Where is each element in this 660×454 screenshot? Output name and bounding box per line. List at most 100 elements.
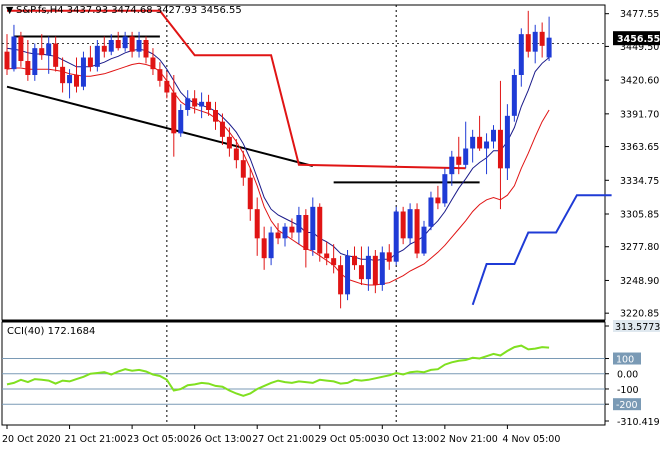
time-tick-label: 30 Oct 13:00 bbox=[377, 434, 439, 445]
candle-bearish bbox=[456, 156, 462, 165]
candle-bullish bbox=[199, 101, 205, 107]
price-tick-label: 3334.75 bbox=[620, 176, 659, 187]
candle-bearish bbox=[303, 215, 309, 250]
candle-bearish bbox=[25, 61, 31, 75]
candle-bearish bbox=[261, 238, 267, 259]
candle-bullish bbox=[67, 75, 73, 84]
candle-bearish bbox=[171, 92, 177, 134]
candle-bearish bbox=[372, 255, 378, 285]
candle-bearish bbox=[143, 40, 149, 58]
time-tick-label: 29 Oct 05:00 bbox=[315, 434, 377, 445]
cci-level-tag bbox=[613, 398, 641, 411]
candle-bullish bbox=[421, 226, 427, 254]
candle-bearish bbox=[352, 255, 357, 266]
candle-bearish bbox=[324, 253, 330, 259]
candle-bullish bbox=[310, 206, 316, 250]
candle-bullish bbox=[296, 215, 302, 233]
moving-average-slow bbox=[6, 62, 550, 286]
candle-bearish bbox=[39, 48, 45, 56]
stop-line-red bbox=[7, 9, 466, 170]
header-marker: ▼ bbox=[6, 5, 14, 16]
candle-bearish bbox=[331, 258, 337, 266]
stop-line-blue bbox=[471, 194, 612, 306]
candle-bullish bbox=[136, 40, 142, 52]
candle-bearish bbox=[477, 136, 483, 149]
trend-line bbox=[6, 85, 314, 167]
candle-bearish bbox=[60, 66, 66, 84]
candle-bearish bbox=[213, 110, 218, 122]
time-tick-label: 21 Oct 21:00 bbox=[65, 434, 127, 445]
price-tick-label: 3420.60 bbox=[620, 76, 659, 87]
price-tick-label: 3220.85 bbox=[620, 309, 659, 320]
time-tick-label: 4 Nov 05:00 bbox=[502, 434, 560, 445]
cci-level-tag bbox=[613, 352, 641, 365]
candle-bearish bbox=[254, 209, 260, 239]
candle-bullish bbox=[365, 255, 371, 280]
candle-bearish bbox=[226, 136, 232, 149]
candle-bullish bbox=[407, 209, 413, 239]
cci-tick-label: -310.4191 bbox=[617, 417, 660, 428]
candle-bullish bbox=[491, 129, 496, 142]
price-tick-label: 3305.85 bbox=[620, 210, 659, 221]
candle-bearish bbox=[150, 57, 156, 70]
cci-tick-label: 0.00 bbox=[617, 370, 638, 381]
candle-bullish bbox=[32, 48, 38, 75]
candle-bullish bbox=[345, 255, 351, 295]
candle-bearish bbox=[74, 75, 79, 87]
candle-bearish bbox=[240, 160, 246, 178]
candle-bullish bbox=[442, 174, 448, 204]
time-tick-label: 2 Nov 21:00 bbox=[440, 434, 498, 445]
candle-bearish bbox=[414, 209, 420, 254]
candle-bullish bbox=[511, 75, 517, 116]
candle-bullish bbox=[428, 197, 434, 227]
candle-bearish bbox=[157, 69, 163, 81]
candle-bullish bbox=[504, 115, 510, 169]
candle-bullish bbox=[108, 40, 114, 52]
candle-bullish bbox=[282, 226, 288, 239]
candle-bearish bbox=[497, 129, 503, 169]
candle-bullish bbox=[268, 232, 274, 259]
cci-level-tag-label: 100 bbox=[616, 355, 634, 366]
price-tick-label: 3363.65 bbox=[620, 142, 659, 153]
candle-bullish bbox=[449, 156, 455, 175]
price-panel-frame bbox=[1, 4, 606, 321]
cci-tick-label: -100 bbox=[617, 385, 639, 396]
candle-bearish bbox=[435, 197, 441, 204]
price-tick-label: 3248.90 bbox=[620, 276, 659, 287]
candle-bullish bbox=[518, 34, 524, 75]
candle-bearish bbox=[525, 34, 531, 52]
candle-bearish bbox=[289, 226, 295, 233]
candle-bullish bbox=[393, 211, 399, 262]
candle-bearish bbox=[275, 232, 281, 239]
candle-bearish bbox=[4, 51, 10, 70]
cci-tick-label: 313.5773 bbox=[615, 322, 660, 333]
price-tick-label: 3391.70 bbox=[620, 109, 659, 120]
current-price-tag bbox=[613, 31, 660, 46]
price-axis: 3477.55 3449.50 3420.60 3391.70 3363.65 3334.… bbox=[605, 9, 660, 320]
time-tick-label: 26 Oct 13:00 bbox=[190, 434, 252, 445]
time-tick-label: 23 Oct 05:00 bbox=[127, 434, 189, 445]
candle-bullish bbox=[178, 110, 184, 134]
candle-bearish bbox=[18, 36, 24, 61]
candle-bullish bbox=[379, 252, 385, 285]
candle-bearish bbox=[129, 36, 135, 52]
candle-bullish bbox=[185, 98, 191, 110]
symbol-header: S&P.fs,H4 3437.93 3474.68 3427.93 3456.5… bbox=[16, 5, 242, 16]
price-tick-label: 3277.80 bbox=[620, 242, 659, 253]
candle-bullish bbox=[470, 136, 476, 149]
cci-label: CCI(40) 172.1684 bbox=[7, 326, 95, 337]
candle-bullish bbox=[46, 43, 52, 56]
time-axis: 20 Oct 2020 21 Oct 21:00 23 Oct 05:00 26 Oc… bbox=[2, 425, 560, 445]
candle-bearish bbox=[338, 265, 344, 295]
candle-bullish bbox=[532, 31, 538, 52]
candle-bullish bbox=[463, 148, 469, 165]
time-tick-label: 27 Oct 21:00 bbox=[252, 434, 314, 445]
candle-bearish bbox=[539, 31, 545, 46]
candle-bearish bbox=[358, 265, 364, 280]
cci-level-tag-label: -200 bbox=[616, 400, 638, 411]
candle-bearish bbox=[386, 252, 392, 262]
price-tick-label: 3449.50 bbox=[620, 42, 659, 53]
candle-bearish bbox=[247, 177, 253, 210]
